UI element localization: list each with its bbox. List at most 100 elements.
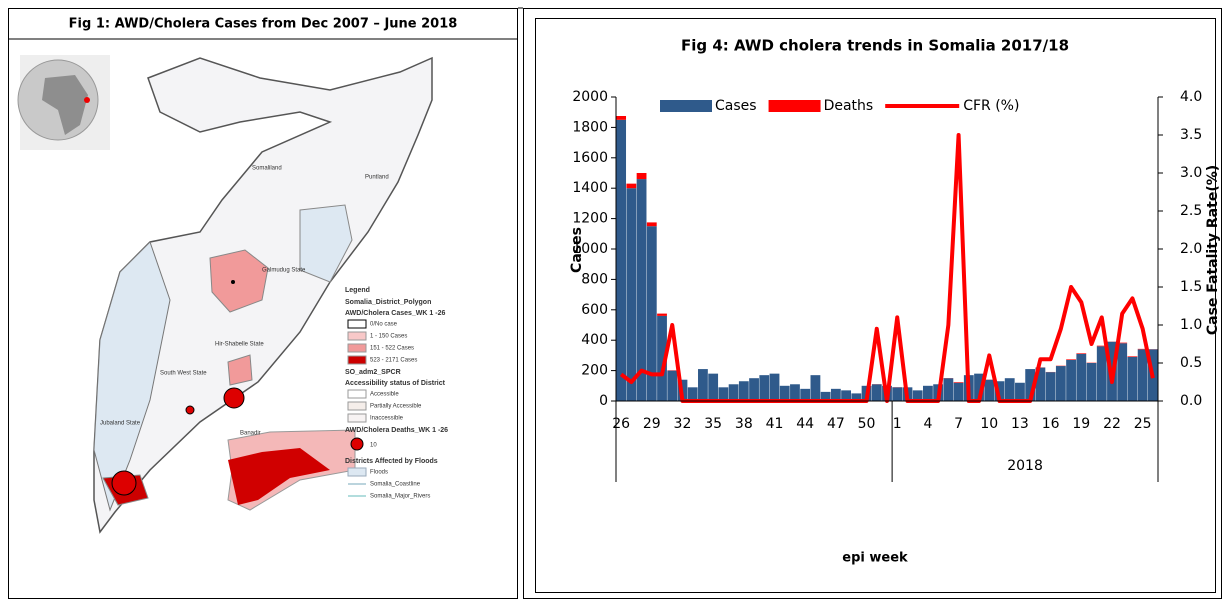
legend-item: Accessible bbox=[370, 392, 399, 398]
y2-tick-label: 1.5 bbox=[1180, 279, 1202, 295]
legend-swatch bbox=[347, 401, 367, 411]
bar-segment bbox=[636, 173, 647, 180]
legend-swatch bbox=[347, 319, 367, 329]
flood-area bbox=[299, 204, 353, 283]
legend-title: Legend bbox=[345, 287, 370, 294]
x-tick-label: 25 bbox=[1134, 416, 1152, 432]
bar-segment bbox=[1025, 369, 1036, 401]
x-tick-label: 44 bbox=[796, 416, 814, 432]
region-label: Somaliland bbox=[252, 166, 282, 172]
x-tick-label: 13 bbox=[1011, 416, 1029, 432]
bar-segment bbox=[1045, 372, 1056, 401]
region-label: Hir-Shabelle State bbox=[215, 342, 264, 348]
y2-axis-label: Case Fatality Rate(%) bbox=[1205, 165, 1221, 335]
bar-segment bbox=[1015, 382, 1025, 401]
x-tick-label: 22 bbox=[1103, 416, 1121, 432]
y-tick-label: 400 bbox=[581, 332, 608, 348]
bar-segment bbox=[626, 188, 637, 401]
legend-layer: SO_adm2_SPCR bbox=[345, 369, 401, 376]
bar-segment bbox=[1096, 346, 1107, 401]
legend-swatch bbox=[347, 355, 367, 365]
bar-segment bbox=[974, 373, 984, 401]
y2-tick-label: 0.0 bbox=[1180, 393, 1202, 409]
x-tick-label: 7 bbox=[954, 416, 963, 432]
x-tick-label: 1 bbox=[893, 416, 902, 432]
bar-segment bbox=[1086, 363, 1097, 401]
hiran-cases bbox=[227, 354, 253, 386]
chart-title: Fig 4: AWD cholera trends in Somalia 201… bbox=[681, 37, 1069, 55]
bar-segment bbox=[953, 382, 964, 401]
bar-segment bbox=[994, 381, 1005, 401]
y-tick-label: 600 bbox=[581, 302, 608, 318]
deaths-symbol bbox=[223, 387, 245, 409]
bar-segment bbox=[657, 315, 667, 401]
legend-heading: Districts Affected by Floods bbox=[345, 458, 438, 465]
bar-segment bbox=[1035, 367, 1046, 401]
bar-segment bbox=[657, 313, 667, 316]
region-label: Galmudug State bbox=[262, 268, 306, 274]
bar-segment bbox=[953, 382, 964, 383]
bar-segment bbox=[1117, 343, 1128, 401]
bar-segment bbox=[698, 369, 708, 401]
chart-frame bbox=[535, 18, 1216, 593]
y-tick-label: 1200 bbox=[572, 211, 608, 227]
region-label: Jubaland State bbox=[100, 421, 141, 427]
y2-tick-label: 0.5 bbox=[1180, 355, 1202, 371]
x-tick-label: 10 bbox=[980, 416, 998, 432]
legend-item: Floods bbox=[370, 470, 388, 476]
legend-swatch bbox=[347, 467, 367, 477]
x-tick-label: 29 bbox=[643, 416, 661, 432]
bar-segment bbox=[1066, 359, 1076, 401]
legend-label: Cases bbox=[715, 98, 757, 114]
legend-heading: AWD/Cholera Deaths_WK 1 -26 bbox=[345, 427, 448, 434]
region-label: Puntland bbox=[365, 175, 389, 181]
legend-swatch bbox=[347, 343, 367, 353]
bar-segment bbox=[738, 381, 749, 401]
bar-segment bbox=[616, 119, 627, 402]
legend-swatch bbox=[660, 100, 712, 112]
bar-segment bbox=[718, 387, 729, 401]
legend-item: 151 - 522 Cases bbox=[370, 346, 414, 352]
legend-layer: Somalia_District_Polygon bbox=[345, 299, 431, 306]
bar-segment bbox=[646, 222, 657, 227]
bar-segment bbox=[1127, 356, 1138, 401]
bar-segment bbox=[871, 384, 882, 401]
legend-heading: Accessibility status of District bbox=[345, 380, 446, 387]
map-panel bbox=[8, 8, 518, 599]
x-tick-label: 4 bbox=[923, 416, 932, 432]
bar-segment bbox=[841, 390, 852, 401]
legend-swatch bbox=[347, 389, 367, 399]
chart-panel bbox=[523, 8, 1222, 599]
legend-label: Deaths bbox=[824, 98, 874, 114]
y-tick-label: 1400 bbox=[572, 180, 608, 196]
bar-segment bbox=[943, 378, 954, 401]
bar-segment bbox=[646, 226, 657, 401]
x-tick-label: 32 bbox=[674, 416, 692, 432]
legend-item: 1 - 150 Cases bbox=[370, 334, 407, 340]
legend-item: 10 bbox=[370, 443, 377, 449]
y-tick-label: 2000 bbox=[572, 89, 608, 105]
y-tick-label: 0 bbox=[599, 393, 608, 409]
x-tick-label: 26 bbox=[612, 416, 630, 432]
legend-item: Somalia_Major_Rivers bbox=[370, 494, 430, 500]
bar-segment bbox=[912, 390, 923, 401]
y2-tick-label: 3.5 bbox=[1180, 127, 1202, 143]
chart: 0 200 400 600 800 1000 1200 1400 1600 1800 2000 0.0… bbox=[572, 89, 1202, 482]
bar-segment bbox=[922, 385, 933, 401]
bar-segment bbox=[790, 384, 800, 401]
bar-segment bbox=[851, 393, 862, 401]
x-tick-label: 35 bbox=[704, 416, 722, 432]
bar-segment bbox=[687, 387, 698, 401]
bar-segment bbox=[759, 375, 770, 401]
deaths-symbol bbox=[231, 280, 235, 284]
legend-swatch bbox=[768, 100, 821, 112]
globe-marker bbox=[84, 97, 90, 103]
x-tick-label: 38 bbox=[735, 416, 753, 432]
bar-segment bbox=[636, 179, 647, 401]
legend-label: CFR (%) bbox=[963, 98, 1019, 114]
x-axis-label: epi week bbox=[842, 551, 908, 566]
legend-symbol bbox=[350, 437, 364, 451]
bar-segment bbox=[769, 373, 780, 401]
legend-item: Inaccessible bbox=[370, 416, 404, 422]
